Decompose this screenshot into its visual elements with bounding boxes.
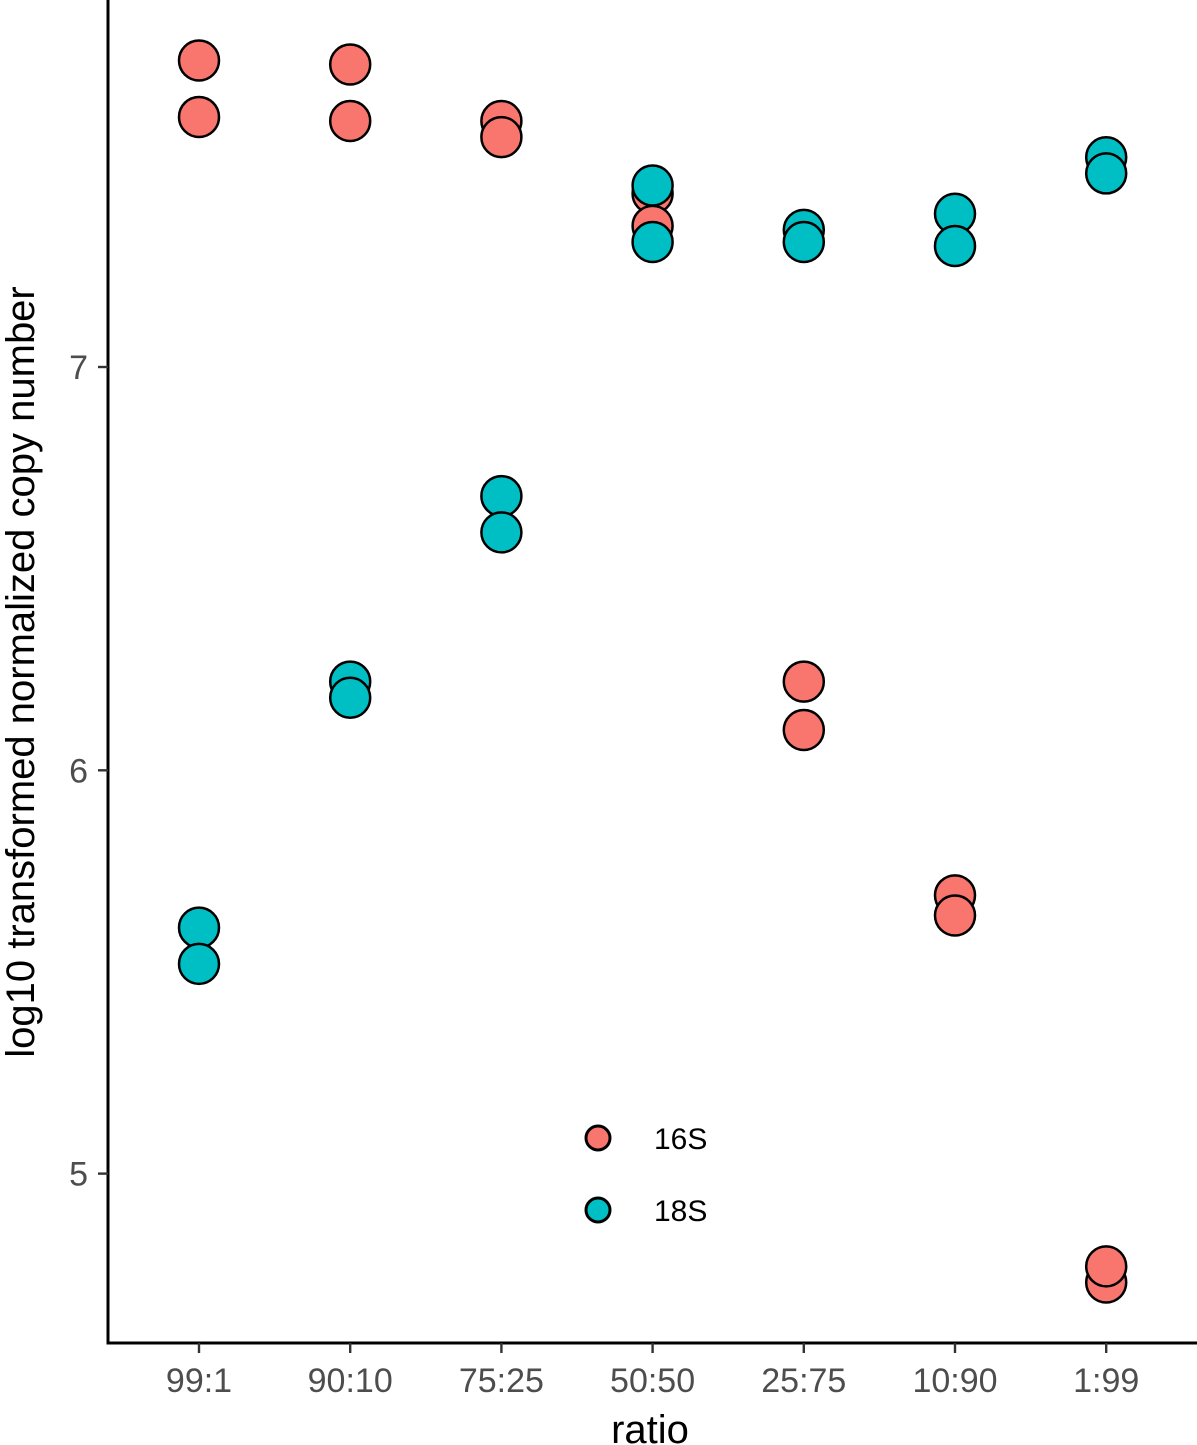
x-tick-label: 25:75 bbox=[761, 1362, 846, 1400]
point-18s bbox=[177, 942, 221, 986]
point-16s bbox=[177, 95, 221, 139]
point-16s bbox=[933, 894, 977, 937]
point-18s bbox=[631, 220, 674, 264]
point-18s bbox=[631, 164, 674, 207]
x-tick-label: 50:50 bbox=[610, 1362, 695, 1400]
x-tick-label: 10:90 bbox=[912, 1362, 997, 1400]
x-axis-ticks: 99:1 90:10 75:25 50:50 25:75 10:90 1:99 bbox=[166, 1343, 1139, 1400]
x-tick-label: 90:10 bbox=[308, 1362, 393, 1400]
legend: 16S 18S bbox=[584, 1123, 707, 1228]
legend-label-18s: 18S bbox=[654, 1195, 707, 1228]
point-16s bbox=[480, 115, 523, 159]
point-18s bbox=[480, 511, 523, 554]
x-tick-label: 1:99 bbox=[1073, 1362, 1139, 1400]
point-16s bbox=[1084, 1245, 1128, 1288]
x-axis-title: ratio bbox=[611, 1408, 689, 1445]
y-axis-title: log10 transformed normalized copy number bbox=[0, 286, 43, 1058]
point-18s bbox=[480, 474, 523, 518]
point-18s bbox=[328, 676, 372, 719]
legend-label-16s: 16S bbox=[654, 1123, 707, 1156]
x-tick-label: 99:1 bbox=[166, 1362, 232, 1400]
point-16s bbox=[782, 660, 826, 703]
y-tick-label: 5 bbox=[69, 1156, 88, 1194]
y-axis-ticks: 5 6 7 bbox=[69, 349, 108, 1194]
point-18s bbox=[1084, 152, 1128, 195]
point-16s bbox=[782, 708, 826, 752]
point-16s bbox=[328, 99, 372, 143]
points-layer bbox=[177, 39, 1128, 1304]
point-18s bbox=[177, 906, 221, 949]
point-16s bbox=[328, 43, 372, 86]
legend-key-16s bbox=[584, 1124, 612, 1152]
y-tick-label: 6 bbox=[69, 752, 88, 790]
legend-key-18s bbox=[584, 1196, 612, 1224]
point-16s bbox=[177, 39, 221, 82]
point-18s bbox=[782, 220, 826, 264]
point-18s bbox=[933, 224, 977, 268]
y-tick-label: 7 bbox=[69, 349, 88, 387]
x-tick-label: 75:25 bbox=[459, 1362, 544, 1400]
